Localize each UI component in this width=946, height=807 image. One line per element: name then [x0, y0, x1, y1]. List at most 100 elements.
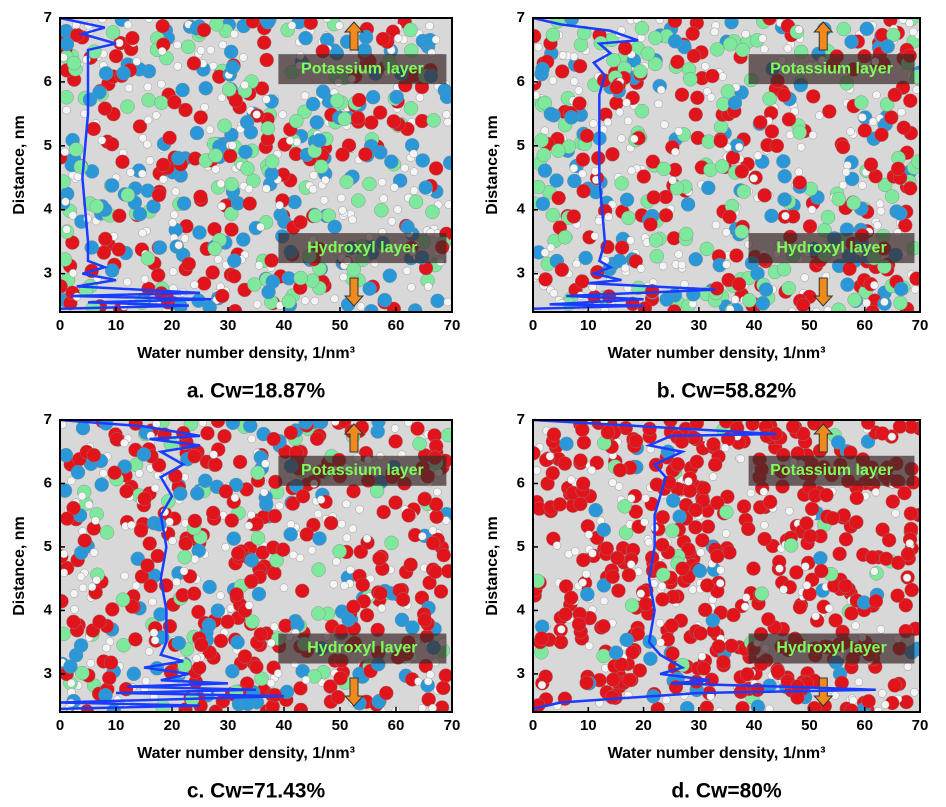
molecule [374, 203, 389, 218]
molecule [785, 420, 801, 434]
molecule [295, 583, 310, 599]
molecule [193, 189, 208, 204]
molecule [619, 632, 634, 648]
molecule [552, 541, 562, 550]
molecule [912, 85, 920, 94]
molecule [693, 626, 708, 641]
molecule [355, 577, 370, 593]
molecule [132, 206, 148, 222]
molecule [710, 27, 719, 37]
molecule [692, 563, 708, 579]
molecule [74, 545, 89, 560]
molecule [198, 473, 213, 488]
molecule [375, 31, 391, 47]
molecule [310, 296, 319, 306]
molecule [275, 501, 284, 511]
annotation: Potassium layer [301, 462, 424, 479]
molecule [104, 137, 120, 152]
molecule [802, 581, 812, 590]
molecule [200, 103, 209, 112]
molecule [400, 163, 409, 173]
molecule [579, 128, 595, 143]
molecule [259, 487, 269, 497]
molecule [96, 245, 112, 260]
molecule [92, 614, 107, 629]
molecule [746, 561, 761, 576]
molecule [868, 117, 878, 126]
molecule [228, 477, 244, 493]
molecule [298, 420, 313, 430]
molecule [630, 134, 639, 144]
molecule [180, 234, 190, 243]
molecule [714, 159, 730, 174]
molecule [880, 39, 895, 54]
annotation-box [278, 455, 447, 486]
molecule [66, 55, 82, 71]
molecule [409, 167, 419, 176]
molecule [251, 586, 267, 602]
molecule [545, 207, 561, 223]
molecule [835, 139, 851, 155]
molecule [240, 161, 255, 176]
molecule [543, 106, 559, 122]
molecule [86, 448, 102, 463]
molecule [854, 677, 864, 686]
molecule [356, 302, 366, 311]
molecule [143, 115, 153, 125]
molecule [838, 180, 848, 190]
y-tick-label: 7 [44, 411, 52, 428]
molecule [590, 231, 600, 241]
molecule [260, 18, 276, 30]
x-tick-label: 40 [276, 717, 293, 734]
molecule [688, 252, 703, 267]
molecule [285, 496, 301, 511]
density-line [59, 418, 285, 711]
molecule [891, 555, 906, 570]
molecule [775, 564, 784, 573]
molecule [262, 184, 271, 193]
molecule [569, 77, 579, 86]
molecule [431, 35, 441, 44]
molecule [62, 225, 71, 234]
molecule [633, 64, 648, 79]
molecule [736, 454, 745, 464]
molecule [189, 125, 205, 141]
molecule [831, 691, 840, 700]
molecule [351, 193, 366, 208]
molecule [60, 594, 69, 609]
molecule [418, 532, 427, 541]
molecule [152, 240, 168, 255]
molecule [800, 273, 809, 282]
arrow [343, 423, 365, 453]
molecule [409, 186, 419, 195]
molecule [730, 295, 740, 304]
molecule [217, 429, 232, 444]
molecule [179, 566, 189, 576]
y-tick-label: 6 [44, 474, 52, 491]
molecule [417, 612, 432, 628]
molecule [741, 521, 756, 537]
molecule [305, 96, 321, 112]
molecule [831, 302, 846, 312]
molecule [165, 517, 174, 527]
molecule [208, 148, 223, 163]
molecule [534, 133, 549, 148]
molecule [362, 281, 377, 296]
molecule [857, 123, 872, 138]
molecule [740, 602, 750, 611]
molecule [627, 494, 636, 503]
molecule [884, 110, 899, 125]
molecule [196, 22, 212, 38]
molecule [674, 87, 690, 102]
molecule [871, 488, 881, 497]
molecule [362, 534, 372, 543]
molecule [679, 700, 695, 712]
annotation: Potassium layer [770, 60, 893, 77]
x-tick-label: 20 [164, 317, 181, 334]
molecule [333, 671, 348, 686]
molecule [267, 565, 282, 581]
molecule [886, 27, 901, 43]
molecule [557, 230, 573, 245]
x-tick-label: 0 [56, 317, 64, 334]
